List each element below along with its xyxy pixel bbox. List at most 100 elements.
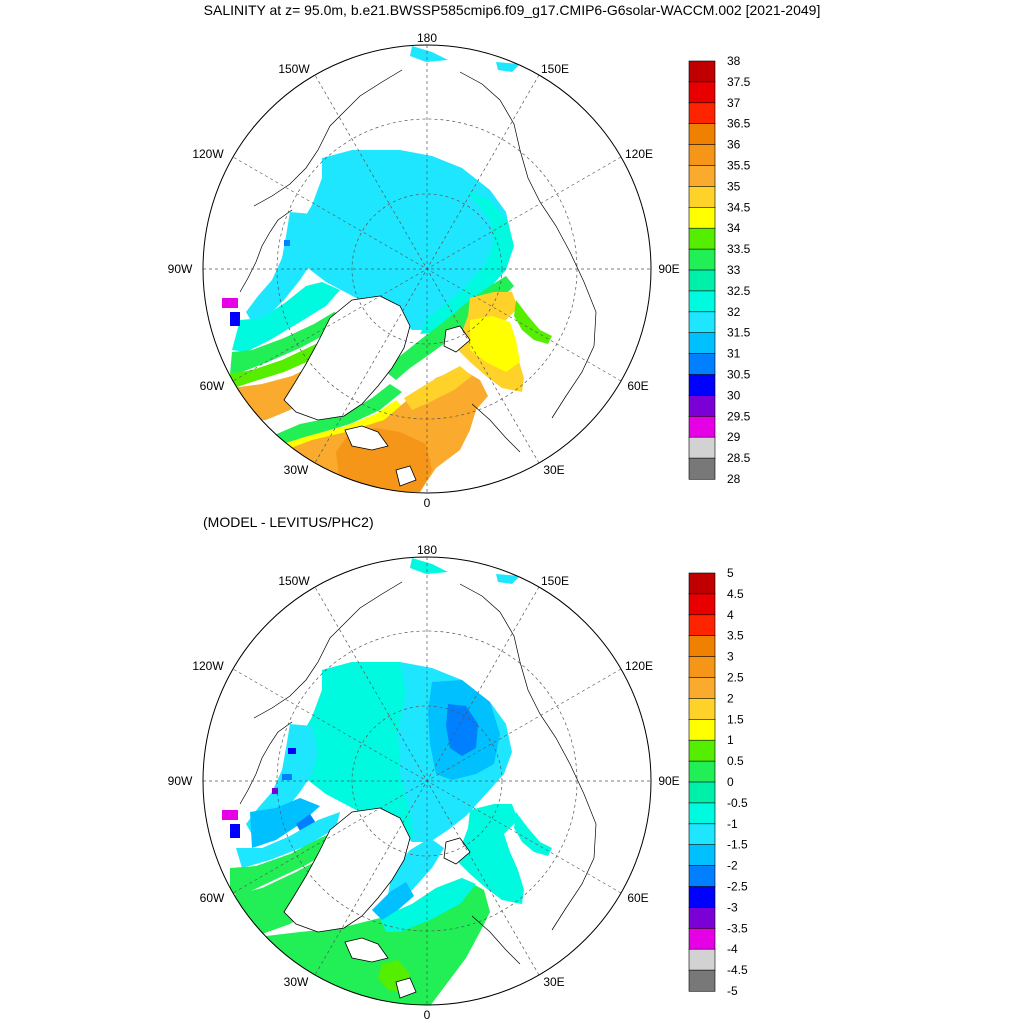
lon-label-90e: 90E xyxy=(658,262,679,276)
colorbar-swatch xyxy=(688,802,716,825)
colorbar-swatch xyxy=(688,144,716,167)
colorbar-swatch xyxy=(688,927,716,950)
colorbar-tick-label: 34 xyxy=(727,221,741,235)
colorbar-tick-label: -4.5 xyxy=(727,963,748,977)
colorbar-tick-label: 4.5 xyxy=(727,587,744,601)
colorbar-swatch xyxy=(688,415,716,438)
colorbar-swatch xyxy=(688,719,716,741)
colorbar-swatch xyxy=(688,823,716,846)
colorbar-tick-label: 1 xyxy=(727,733,734,747)
colorbar-swatch xyxy=(688,81,716,104)
lon-label-150w: 150W xyxy=(278,574,310,588)
colorbar-tick-label: 31.5 xyxy=(727,326,751,340)
colorbar-tick-label: 34.5 xyxy=(727,200,751,214)
colorbar-salinity: 38 37.5 37 36.5 36 35.5 35 34.5 34 33.5 33 32.5 32 31… xyxy=(688,54,751,486)
colorbar-tick-label: 5 xyxy=(727,566,734,580)
lon-label-90w: 90W xyxy=(168,262,193,276)
polar-map xyxy=(203,45,651,493)
colorbar-tick-label: 36 xyxy=(727,138,741,152)
lon-label-30w: 30W xyxy=(284,975,309,989)
lon-label-180: 180 xyxy=(417,543,437,557)
colorbar-tick-label: -4 xyxy=(727,942,738,956)
colorbar-tick-label: 3.5 xyxy=(727,629,744,643)
colorbar-tick-label: 37.5 xyxy=(727,75,751,89)
colorbar-swatch xyxy=(688,102,716,125)
colorbar-swatch xyxy=(688,227,716,250)
colorbar-swatch xyxy=(688,614,716,637)
colorbar-swatch xyxy=(688,311,716,334)
lon-label-60e: 60E xyxy=(627,891,648,905)
colorbar-tick-label: -3 xyxy=(727,900,738,914)
colorbar-swatch xyxy=(688,207,716,229)
colorbar-tick-label: 32 xyxy=(727,305,741,319)
lon-label-90w: 90W xyxy=(168,774,193,788)
lon-label-60e: 60E xyxy=(627,379,648,393)
colorbar-swatch xyxy=(688,374,716,397)
colorbar-swatch xyxy=(688,969,716,992)
lon-label-120e: 120E xyxy=(625,659,653,673)
lon-label-120e: 120E xyxy=(625,147,653,161)
difference-panel-subtitle: (MODEL - LEVITUS/PHC2) xyxy=(203,514,374,530)
lon-label-60w: 60W xyxy=(200,379,225,393)
colorbar-tick-label: 35.5 xyxy=(727,159,751,173)
lon-label-0: 0 xyxy=(424,496,431,510)
lon-label-30e: 30E xyxy=(543,463,564,477)
colorbar-tick-label: 0 xyxy=(727,775,734,789)
arctic-basin-field xyxy=(296,150,512,330)
colorbar-swatch xyxy=(688,572,716,595)
colorbar-swatch xyxy=(688,269,716,292)
colorbar-swatch xyxy=(688,886,716,909)
colorbar-tick-label: -2.5 xyxy=(727,880,748,894)
colorbar-tick-label: 28 xyxy=(727,472,741,486)
lon-label-150e: 150E xyxy=(541,62,569,76)
colorbar-tick-label: 29.5 xyxy=(727,409,751,423)
colorbar-tick-label: 29 xyxy=(727,430,741,444)
lon-label-120w: 120W xyxy=(192,659,224,673)
colorbar-tick-label: 0.5 xyxy=(727,754,744,768)
colorbar-swatch xyxy=(688,844,716,867)
colorbar-tick-label: -5 xyxy=(727,984,738,998)
salinity-map-panel: 180 150E 120E 90E 60E 30E 0 30W 60W 90W … xyxy=(168,31,751,510)
colorbar-swatch xyxy=(688,781,716,804)
colorbar-swatch xyxy=(688,165,716,188)
colorbar-difference: 5 4.5 4 3.5 3 2.5 2 1.5 1 0.5 0 -0.5 -1 -1.5 -2 -2.5 -3 -… xyxy=(688,566,748,998)
colorbar-swatch xyxy=(688,865,716,888)
colorbar-tick-label: 3 xyxy=(727,650,734,664)
colorbar-tick-label: 36.5 xyxy=(727,117,751,131)
colorbar-swatch xyxy=(688,635,716,658)
colorbar-tick-label: 4 xyxy=(727,608,734,622)
lon-label-180: 180 xyxy=(417,31,437,45)
colorbar-tick-label: 2 xyxy=(727,691,734,705)
colorbar-swatch xyxy=(688,907,716,929)
colorbar-swatch xyxy=(688,593,716,616)
colorbar-swatch xyxy=(688,123,716,146)
colorbar-tick-label: 2.5 xyxy=(727,671,744,685)
colorbar-tick-label: 31 xyxy=(727,347,741,361)
difference-map-panel: 180 150E 120E 90E 60E 30E 0 30W 60W 90W … xyxy=(168,543,748,1022)
colorbar-swatch xyxy=(688,186,716,208)
colorbar-swatch xyxy=(688,457,716,480)
colorbar-tick-label: -3.5 xyxy=(727,921,748,935)
colorbar-tick-label: 35 xyxy=(727,179,741,193)
lon-label-30w: 30W xyxy=(284,463,309,477)
colorbar-tick-label: 32.5 xyxy=(727,284,751,298)
lon-label-150e: 150E xyxy=(541,574,569,588)
colorbar-tick-label: 38 xyxy=(727,54,741,68)
lon-label-0: 0 xyxy=(424,1008,431,1022)
graticule xyxy=(203,45,651,493)
colorbar-swatch xyxy=(688,677,716,700)
colorbar-swatch xyxy=(688,656,716,679)
colorbar-swatch xyxy=(688,395,716,417)
colorbar-tick-label: 30.5 xyxy=(727,368,751,382)
colorbar-tick-label: 30 xyxy=(727,388,741,402)
colorbar-swatch xyxy=(688,698,716,720)
colorbar-swatch xyxy=(688,948,716,971)
colorbar-tick-label: -2 xyxy=(727,859,738,873)
colorbar-tick-label: 28.5 xyxy=(727,451,751,465)
colorbar-swatch xyxy=(688,60,716,83)
colorbar-tick-label: -0.5 xyxy=(727,796,748,810)
colorbar-swatch xyxy=(688,248,716,271)
colorbar-swatch xyxy=(688,332,716,355)
colorbar-tick-label: 33 xyxy=(727,263,741,277)
lon-label-120w: 120W xyxy=(192,147,224,161)
